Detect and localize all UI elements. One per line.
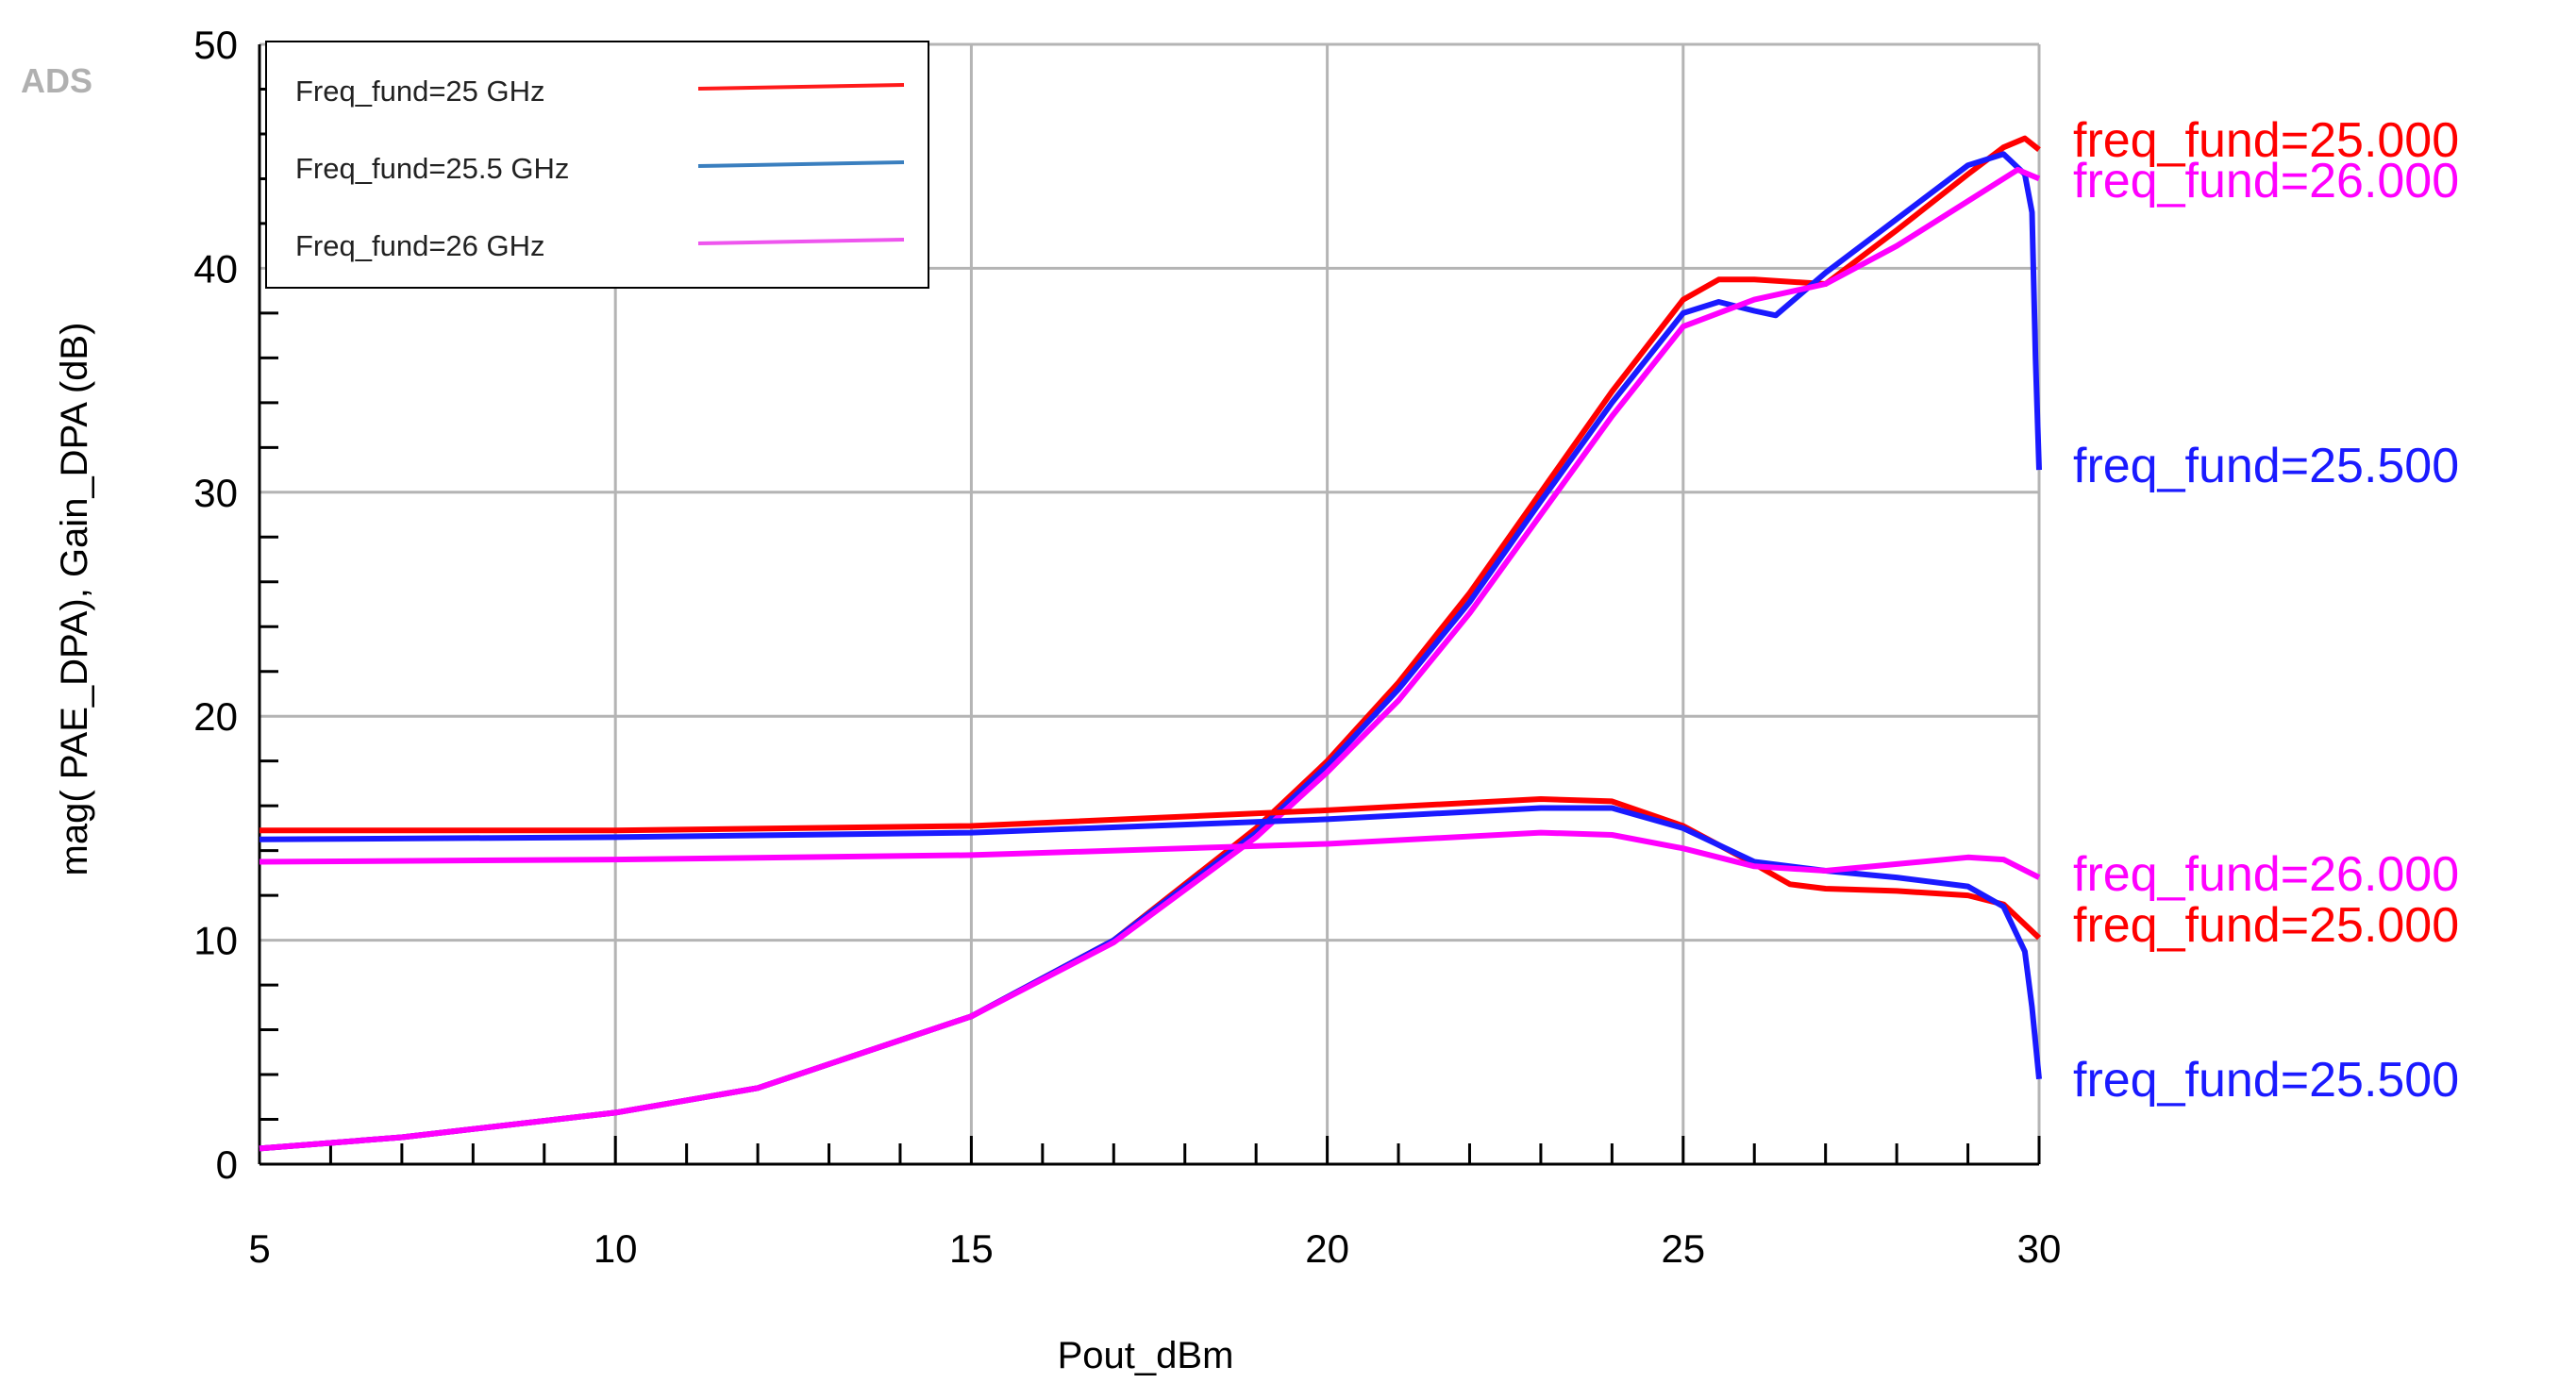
series-line xyxy=(259,829,2041,880)
y-tick-label: 40 xyxy=(193,246,238,291)
y-tick-label: 50 xyxy=(193,23,238,67)
series-end-label: freq_fund=26.000 xyxy=(2073,847,2459,902)
x-tick-label: 10 xyxy=(594,1226,638,1271)
x-tick-label: 5 xyxy=(248,1226,270,1271)
y-axis-title: mag( PAE_DPA), Gain_DPA (dB) xyxy=(54,323,95,876)
series-end-label: freq_fund=25.000 xyxy=(2073,113,2459,168)
legend-label: Freq_fund=25.5 GHz xyxy=(295,152,569,185)
y-tick-label: 10 xyxy=(193,919,238,963)
x-axis-title: Pout_dBm xyxy=(1058,1335,1234,1376)
series-end-label: freq_fund=26.000 xyxy=(2073,154,2459,208)
series-line xyxy=(259,151,2042,1152)
x-tick-label: 25 xyxy=(1661,1226,1705,1271)
series-end-label: freq_fund=25.000 xyxy=(2073,898,2459,953)
legend-swatch xyxy=(697,83,905,91)
series-end-label: freq_fund=25.500 xyxy=(2073,439,2459,493)
legend-swatch xyxy=(697,238,905,245)
y-tick-label: 30 xyxy=(193,471,238,515)
x-tick-label: 15 xyxy=(949,1226,994,1271)
legend-swatch xyxy=(697,160,905,168)
x-tick-label: 30 xyxy=(2017,1226,2062,1271)
x-tick-label: 20 xyxy=(1305,1226,1349,1271)
y-tick-label: 20 xyxy=(193,694,238,739)
y-tick-label: 0 xyxy=(216,1142,238,1187)
legend: Freq_fund=25 GHz Freq_fund=25.5 GHz Freq_f… xyxy=(265,41,929,289)
legend-label: Freq_fund=25 GHz xyxy=(295,75,545,108)
series-line xyxy=(259,166,2041,1152)
series-line xyxy=(259,805,2042,1080)
legend-label: Freq_fund=26 GHz xyxy=(295,229,545,262)
logo: ADS xyxy=(21,61,92,100)
series-end-label: freq_fund=25.500 xyxy=(2073,1053,2459,1108)
series-line xyxy=(259,135,2041,1152)
